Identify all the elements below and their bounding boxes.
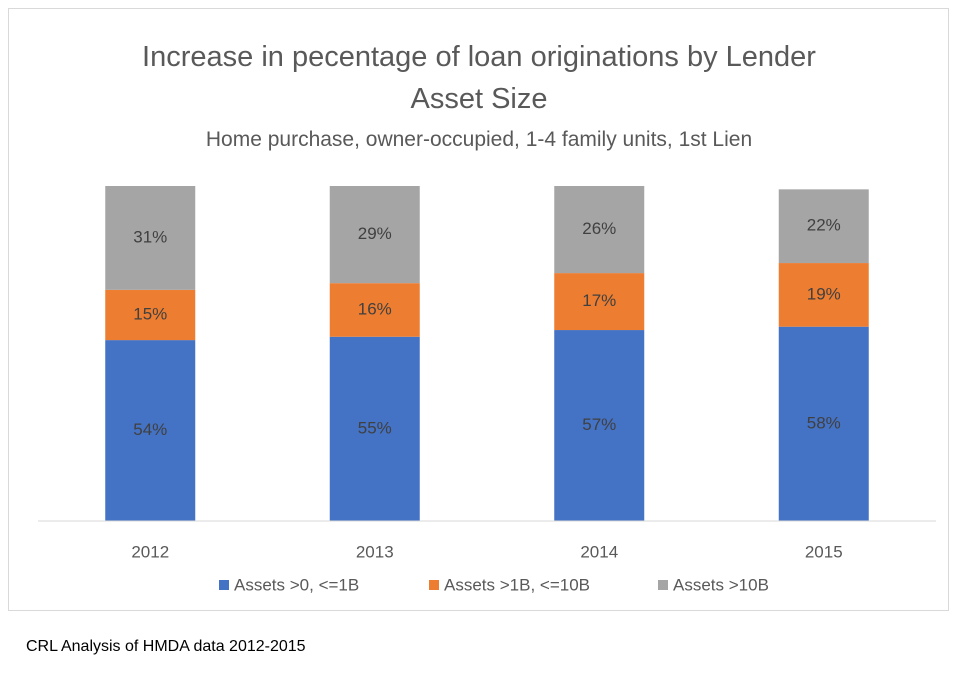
bar-segment bbox=[105, 186, 196, 290]
x-tick-label: 2014 bbox=[580, 542, 618, 561]
data-label: 58% bbox=[807, 413, 841, 432]
bar-segment bbox=[329, 283, 420, 337]
chart-title: Increase in pecentage of loan originatio… bbox=[142, 41, 816, 115]
data-label: 16% bbox=[358, 299, 392, 318]
data-label: 15% bbox=[133, 304, 167, 323]
data-label: 17% bbox=[582, 291, 616, 310]
data-label: 26% bbox=[582, 219, 616, 238]
data-label: 54% bbox=[133, 420, 167, 439]
bar-segment bbox=[329, 336, 420, 521]
bar-segment bbox=[778, 263, 869, 327]
data-label: 31% bbox=[133, 227, 167, 246]
x-tick-label: 2015 bbox=[805, 542, 843, 561]
data-label: 57% bbox=[582, 415, 616, 434]
legend-label: Assets >10B bbox=[673, 575, 769, 594]
bar-segment bbox=[554, 273, 645, 331]
x-tick-label: 2013 bbox=[356, 542, 394, 561]
legend-swatch bbox=[658, 580, 668, 590]
legend-label: Assets >1B, <=10B bbox=[444, 575, 590, 594]
data-label: 19% bbox=[807, 284, 841, 303]
legend-label: Assets >0, <=1B bbox=[234, 575, 359, 594]
chart-subtitle: Home purchase, owner-occupied, 1-4 famil… bbox=[205, 128, 753, 151]
footer-note: CRL Analysis of HMDA data 2012-2015 bbox=[26, 638, 306, 655]
legend-swatch bbox=[429, 580, 439, 590]
legend-swatch bbox=[219, 580, 229, 590]
bar-segment bbox=[105, 289, 196, 341]
bar-segment bbox=[554, 186, 645, 274]
bar-segment bbox=[329, 186, 420, 284]
bar-segment bbox=[778, 189, 869, 264]
data-label: 55% bbox=[358, 418, 392, 437]
bar-segment bbox=[105, 340, 196, 521]
x-tick-label: 2012 bbox=[131, 542, 169, 561]
bar-segment bbox=[554, 330, 645, 521]
chart-frame bbox=[8, 8, 949, 611]
data-label: 22% bbox=[807, 216, 841, 235]
data-label: 29% bbox=[358, 224, 392, 243]
bar-segment bbox=[778, 326, 869, 521]
